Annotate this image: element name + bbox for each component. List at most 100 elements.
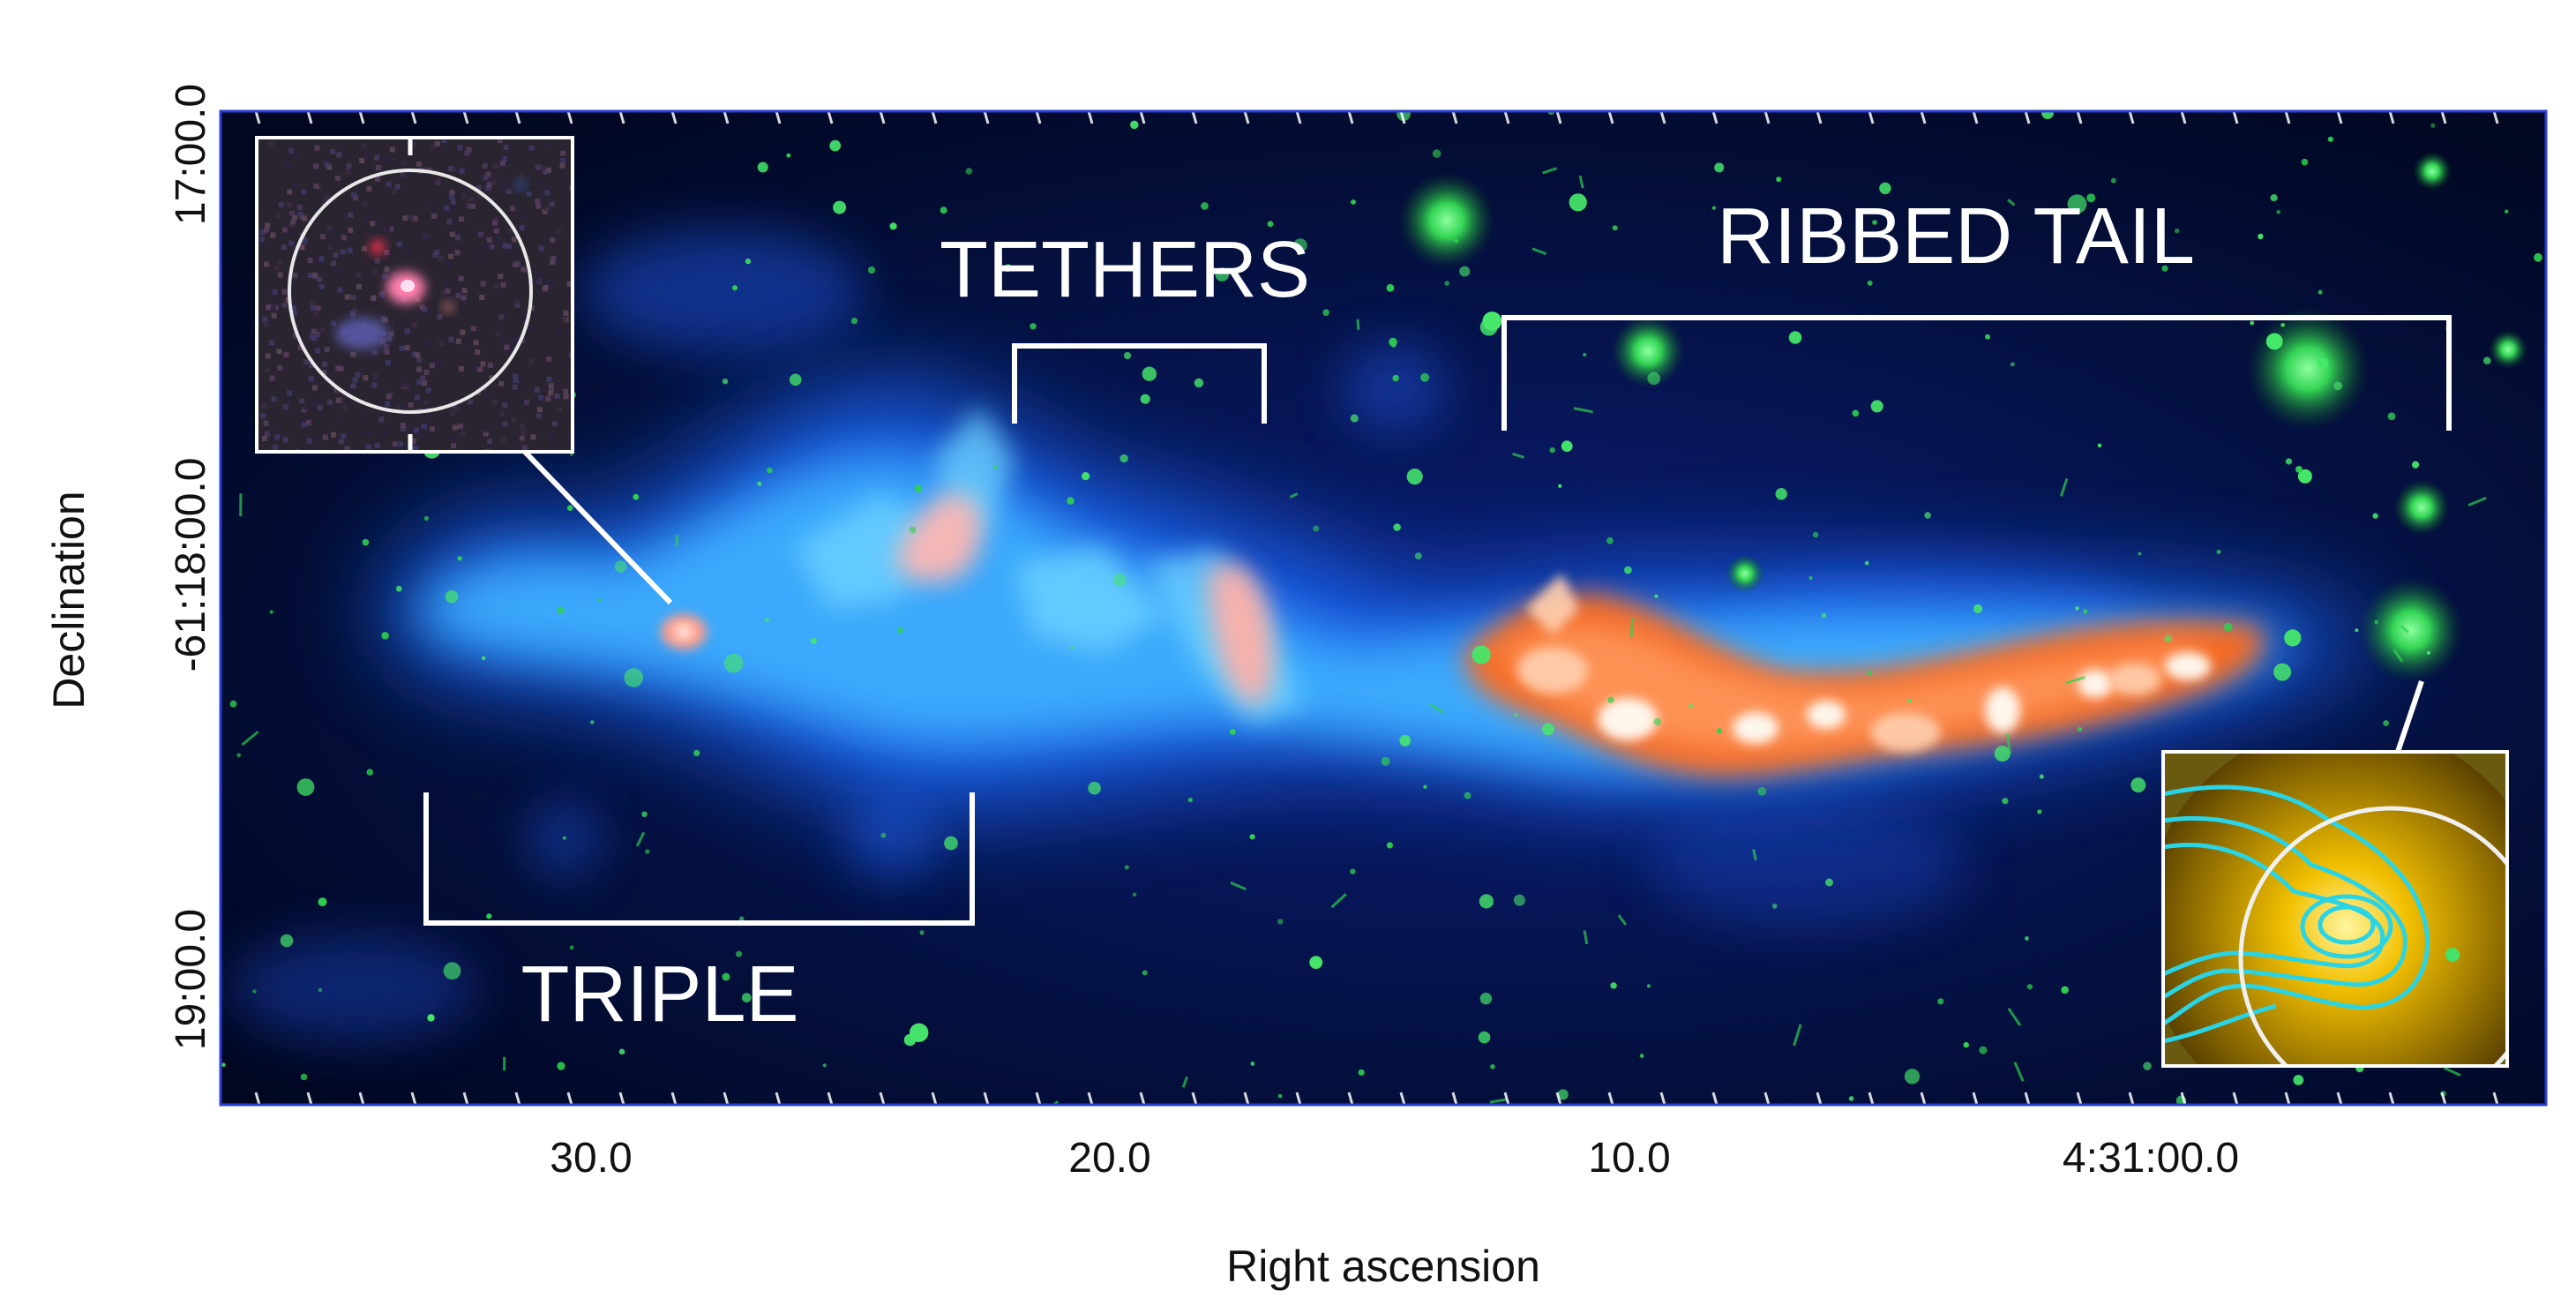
star-streak [1542, 167, 1558, 175]
noise-pixel [281, 289, 288, 295]
noise-pixel [389, 146, 395, 153]
noise-pixel [489, 375, 495, 381]
noise-pixel [498, 327, 503, 334]
noise-pixel [323, 271, 328, 277]
noise-pixel [260, 413, 266, 418]
y-axis: 17:00.0 -61:18:00.0 19:00.0 Declination [44, 84, 214, 1050]
star [395, 585, 402, 592]
noise-pixel [331, 260, 336, 266]
noise-pixel [366, 185, 372, 191]
star [1879, 182, 1891, 195]
noise-pixel [504, 344, 510, 350]
star [423, 515, 429, 522]
noise-pixel [355, 372, 361, 378]
noise-pixel [311, 402, 318, 407]
noise-pixel [291, 310, 297, 316]
noise-pixel [376, 165, 382, 170]
star [1985, 334, 1990, 340]
noise-pixel [410, 438, 416, 444]
star [1112, 573, 1127, 587]
edge-tick [2076, 1092, 2083, 1105]
star [1350, 414, 1359, 423]
noise-pixel [347, 247, 353, 253]
noise-pixel [483, 431, 489, 437]
noise-pixel [411, 351, 417, 357]
noise-pixel [526, 191, 532, 197]
noise-pixel [383, 429, 389, 435]
noise-pixel [461, 192, 467, 199]
noise-pixel [277, 272, 283, 278]
edge-tick [1243, 1092, 1250, 1105]
noise-pixel [400, 423, 406, 428]
star-streak [2393, 649, 2404, 663]
noise-pixel [448, 336, 454, 342]
star [1653, 717, 1662, 726]
star [2293, 1075, 2304, 1085]
star [1490, 1064, 1495, 1070]
noise-pixel [528, 145, 535, 151]
star [481, 656, 486, 661]
noise-pixel [337, 287, 343, 293]
noise-pixel [342, 404, 348, 410]
noise-pixel [264, 367, 270, 373]
noise-pixel [313, 163, 319, 169]
noise-pixel [392, 441, 398, 447]
noise-pixel [386, 394, 392, 400]
edge-tick [2024, 111, 2031, 124]
star [318, 987, 323, 993]
star [1478, 1031, 1491, 1044]
star-streak [2400, 625, 2410, 634]
noise-pixel [476, 193, 483, 199]
noise-pixel [513, 373, 519, 379]
star [1848, 1096, 1854, 1101]
noise-pixel [337, 433, 342, 439]
star [1610, 982, 1617, 989]
noise-pixel [273, 266, 280, 272]
edge-tick [1399, 1092, 1406, 1105]
noise-pixel [535, 164, 541, 170]
noise-pixel [287, 228, 293, 234]
noise-pixel [340, 397, 346, 403]
noise-pixel [271, 312, 277, 319]
edge-tick [670, 1092, 678, 1105]
star [1392, 374, 1399, 382]
star [624, 668, 644, 687]
star [1646, 984, 1651, 988]
noise-pixel [388, 156, 393, 162]
star [965, 168, 973, 175]
bright-stars [1398, 152, 2527, 683]
noise-pixel [394, 184, 401, 190]
noise-pixel [416, 357, 423, 363]
edge-tick [410, 111, 417, 124]
edge-tick [827, 1092, 834, 1105]
star [2505, 209, 2509, 214]
noise-pixel [400, 405, 405, 410]
noise-pixel [303, 359, 310, 364]
star [2138, 552, 2142, 556]
edge-tick [1972, 111, 1979, 124]
noise-pixel [477, 231, 483, 237]
star-streak [635, 831, 646, 847]
noise-pixel [550, 282, 557, 289]
star [786, 153, 791, 158]
star [1583, 352, 1587, 357]
edge-tick [1191, 1092, 1198, 1105]
star [1423, 784, 1427, 789]
noise-pixel [402, 215, 408, 221]
noise-pixel [514, 261, 520, 267]
noise-pixel [506, 244, 512, 250]
star [1067, 497, 1075, 505]
star [1870, 400, 1883, 413]
star [1070, 645, 1075, 650]
noise-pixel [451, 442, 457, 448]
star [445, 589, 459, 604]
star-streak [241, 730, 259, 747]
edge-tick [983, 111, 990, 124]
edge-tick [462, 1092, 469, 1105]
noise-pixel [407, 424, 413, 431]
noise-pixel [277, 259, 283, 266]
star [767, 467, 773, 474]
star [362, 538, 370, 546]
edge-tick [1764, 111, 1771, 124]
noise-pixel [492, 220, 498, 226]
